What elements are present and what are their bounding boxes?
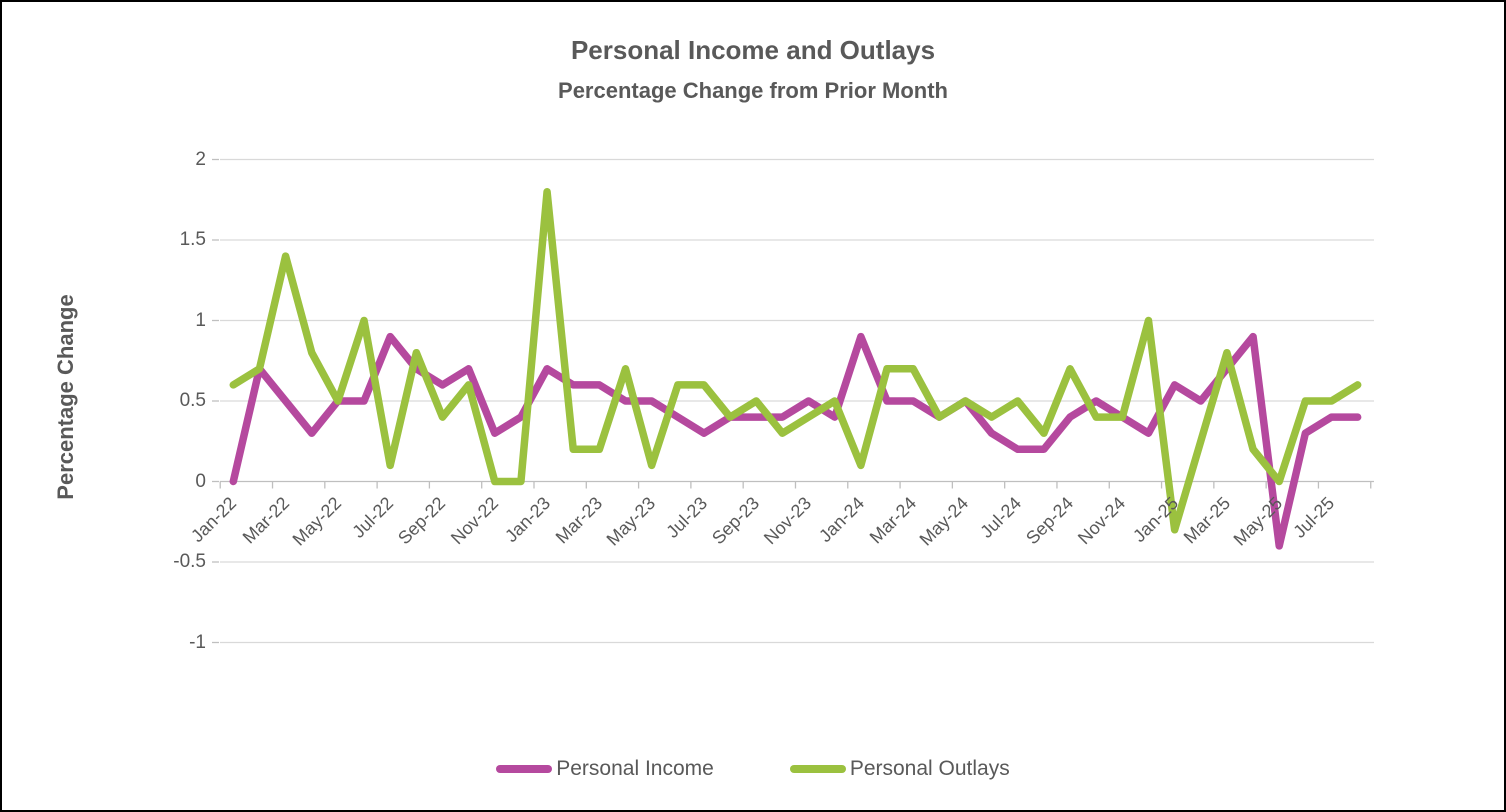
legend-label-outlays: Personal Outlays [849,757,1010,780]
outlays-line-swatch [789,765,846,773]
legend-item-income: Personal Income [496,757,714,781]
personal-outlays-line [229,187,1362,534]
y-tick-label: -1 [189,631,206,653]
chart-title: Personal Income and Outlays [570,35,936,65]
y-tick-label: 2 [195,148,206,170]
legend-item-outlays: Personal Outlays [789,757,1010,781]
y-tick-label: 1 [195,309,206,331]
legend-label-income: Personal Income [556,757,714,780]
y-tick-label: 0 [195,470,206,492]
y-tick-label: 0.5 [179,390,206,411]
y-tick-label: 1.5 [179,229,206,250]
legend: Personal Income Personal Outlays [2,757,1504,781]
y-tick-label: -0.5 [173,551,206,572]
chart-subtitle: Percentage Change from Prior Month [558,78,948,103]
income-line-swatch [496,765,553,773]
